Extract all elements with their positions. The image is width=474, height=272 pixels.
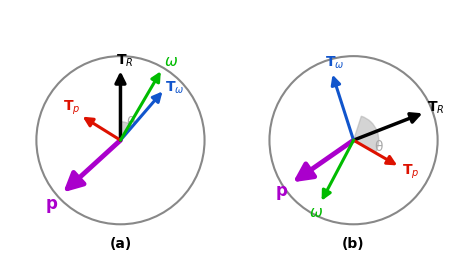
Text: θ: θ [126, 116, 135, 129]
Text: T$_p$: T$_p$ [402, 163, 419, 181]
Text: T$_\omega$: T$_\omega$ [165, 80, 185, 96]
Text: (a): (a) [109, 237, 132, 251]
Text: $\omega$: $\omega$ [164, 54, 178, 69]
Text: $\omega$: $\omega$ [309, 205, 323, 220]
Text: (b): (b) [342, 237, 365, 251]
Text: T$_R$: T$_R$ [116, 52, 133, 69]
Text: p: p [46, 195, 57, 213]
Text: T$_p$: T$_p$ [63, 99, 81, 118]
Text: T$_R$: T$_R$ [427, 100, 445, 116]
Text: p: p [275, 182, 287, 200]
Wedge shape [354, 116, 379, 153]
Text: θ: θ [374, 140, 383, 154]
Text: T$_\omega$: T$_\omega$ [325, 55, 345, 71]
Wedge shape [120, 122, 133, 140]
